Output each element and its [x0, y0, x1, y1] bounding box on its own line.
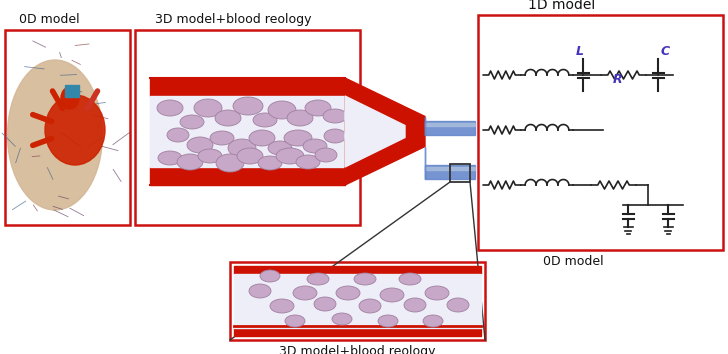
Ellipse shape — [423, 315, 443, 327]
Ellipse shape — [45, 95, 105, 165]
Ellipse shape — [167, 128, 189, 142]
Polygon shape — [234, 274, 481, 328]
Text: 1D model: 1D model — [528, 0, 596, 12]
Ellipse shape — [314, 297, 336, 311]
Ellipse shape — [268, 101, 296, 119]
Ellipse shape — [296, 155, 320, 169]
Ellipse shape — [315, 148, 337, 162]
Polygon shape — [425, 123, 475, 126]
Ellipse shape — [307, 273, 329, 285]
Ellipse shape — [216, 154, 244, 172]
Text: C: C — [661, 45, 670, 58]
Ellipse shape — [198, 149, 222, 163]
Ellipse shape — [270, 299, 294, 313]
Polygon shape — [425, 165, 475, 179]
Ellipse shape — [210, 131, 234, 145]
Ellipse shape — [258, 156, 282, 170]
Text: 0D model: 0D model — [543, 255, 604, 268]
Polygon shape — [425, 167, 475, 170]
Ellipse shape — [404, 298, 426, 312]
Ellipse shape — [268, 141, 292, 155]
Ellipse shape — [276, 148, 304, 164]
Ellipse shape — [157, 100, 183, 116]
Ellipse shape — [260, 270, 280, 282]
Bar — [5, 30, 130, 225]
Polygon shape — [150, 96, 345, 167]
Ellipse shape — [187, 137, 213, 153]
Ellipse shape — [324, 129, 346, 143]
Polygon shape — [345, 96, 405, 167]
Ellipse shape — [253, 113, 277, 127]
Polygon shape — [425, 121, 475, 135]
Polygon shape — [234, 266, 481, 274]
Ellipse shape — [359, 299, 381, 313]
Ellipse shape — [380, 288, 404, 302]
Text: 3D model+blood reology: 3D model+blood reology — [280, 345, 436, 354]
Ellipse shape — [249, 284, 271, 298]
Ellipse shape — [323, 109, 347, 123]
Ellipse shape — [177, 154, 203, 170]
Ellipse shape — [336, 286, 360, 300]
Polygon shape — [345, 78, 425, 185]
Bar — [230, 262, 485, 340]
Ellipse shape — [293, 286, 317, 300]
Bar — [135, 30, 360, 225]
Ellipse shape — [158, 151, 182, 165]
Ellipse shape — [425, 286, 449, 300]
Polygon shape — [150, 78, 345, 96]
Text: L: L — [576, 45, 584, 58]
Bar — [478, 15, 723, 250]
Ellipse shape — [215, 110, 241, 126]
Ellipse shape — [228, 139, 256, 157]
Ellipse shape — [285, 315, 305, 327]
Ellipse shape — [287, 110, 313, 126]
Text: 3D model+blood reology: 3D model+blood reology — [155, 13, 312, 26]
Ellipse shape — [180, 115, 204, 129]
Text: R: R — [613, 73, 622, 86]
Bar — [65, 85, 79, 97]
Polygon shape — [234, 328, 481, 336]
Ellipse shape — [354, 273, 376, 285]
Ellipse shape — [399, 273, 421, 285]
Ellipse shape — [61, 87, 79, 109]
Ellipse shape — [305, 100, 331, 116]
Ellipse shape — [447, 298, 469, 312]
Ellipse shape — [249, 130, 275, 146]
Text: 0D model: 0D model — [19, 13, 79, 26]
Ellipse shape — [233, 97, 263, 115]
Polygon shape — [150, 167, 345, 185]
Ellipse shape — [194, 99, 222, 117]
Ellipse shape — [332, 313, 352, 325]
Ellipse shape — [378, 315, 398, 327]
Ellipse shape — [284, 130, 312, 146]
Ellipse shape — [303, 139, 327, 153]
Bar — [450, 164, 470, 182]
Ellipse shape — [7, 60, 103, 210]
Ellipse shape — [237, 148, 263, 164]
